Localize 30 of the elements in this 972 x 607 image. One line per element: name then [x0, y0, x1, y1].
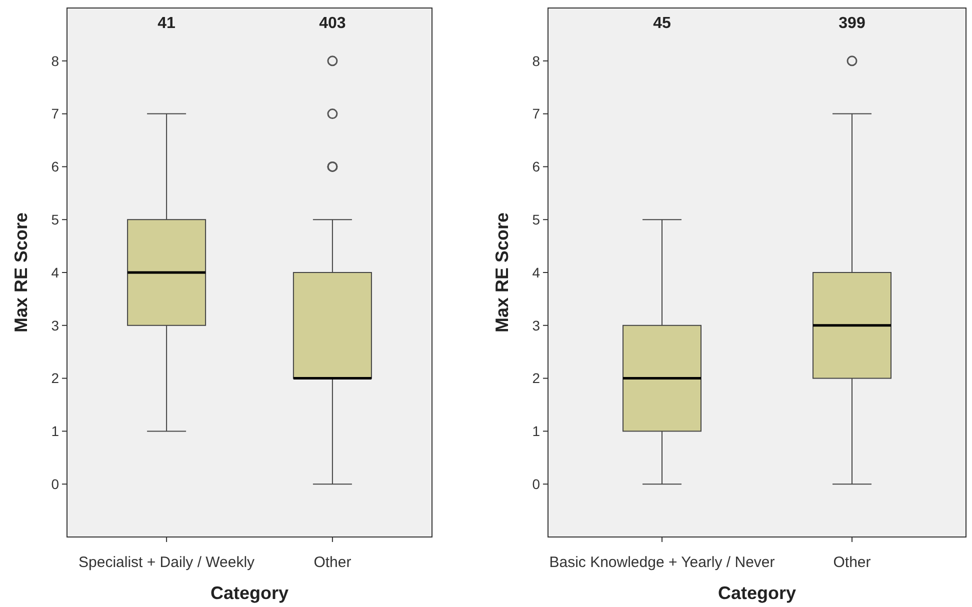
annotation: 403 [319, 15, 346, 32]
y-tick-label: 7 [51, 106, 60, 122]
y-tick-label: 2 [51, 370, 60, 386]
annotation: 399 [838, 15, 866, 32]
x-axis-title: Category [718, 583, 796, 603]
x-tick-label: Other [833, 554, 871, 571]
annotation: 45 [653, 15, 671, 32]
y-tick-label: 5 [532, 212, 540, 228]
y-tick-label: 0 [51, 476, 60, 492]
y-axis-title: Max RE Score [11, 212, 31, 333]
x-tick-label: Other [314, 554, 352, 571]
y-tick-label: 0 [532, 476, 540, 492]
y-tick-label: 3 [532, 317, 540, 334]
y-tick-label: 6 [51, 158, 60, 175]
y-tick-label: 8 [51, 52, 60, 69]
y-tick-label: 4 [51, 264, 60, 280]
y-axis-title: Max RE Score [492, 212, 512, 333]
annotation: 41 [158, 15, 176, 32]
y-tick-label: 4 [532, 264, 540, 280]
x-axis-title: Category [210, 583, 289, 603]
y-tick-label: 8 [532, 52, 540, 69]
y-tick-label: 1 [51, 423, 60, 440]
x-tick-label: Basic Knowledge + Yearly / Never [549, 554, 775, 571]
y-tick-label: 2 [532, 370, 540, 386]
y-tick-label: 7 [532, 106, 540, 122]
y-tick-label: 6 [532, 158, 540, 175]
y-tick-label: 5 [51, 212, 60, 228]
y-tick-label: 1 [532, 423, 540, 440]
x-tick-label: Specialist + Daily / Weekly [78, 554, 256, 571]
y-tick-label: 3 [51, 317, 60, 334]
